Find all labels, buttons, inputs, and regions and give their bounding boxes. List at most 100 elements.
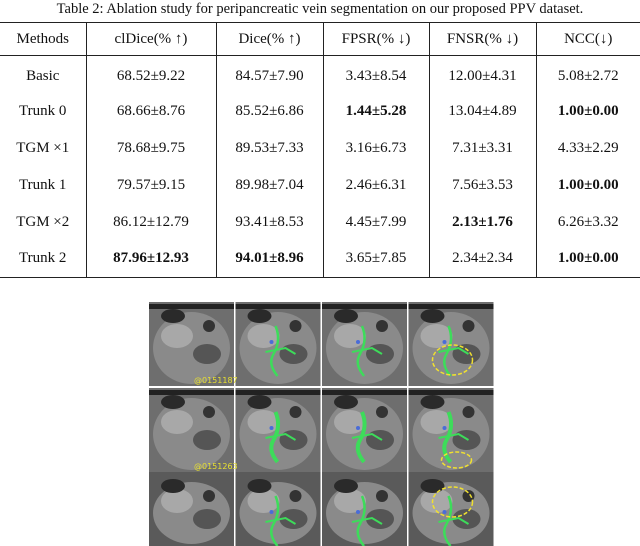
table-cell: 1.00±0.00 [535, 92, 640, 130]
table-cell: 5.08±2.72 [535, 55, 640, 93]
ct-shape [247, 489, 280, 513]
ct-shape [442, 340, 447, 344]
ct-shape [193, 509, 221, 529]
table-cell: 93.41±8.53 [215, 203, 323, 241]
ct-shape [161, 489, 193, 513]
column-header: Dice(% ↑) [215, 22, 323, 56]
ct-shape [247, 309, 272, 323]
table-cell: 79.57±9.15 [85, 166, 216, 204]
table-cell: 87.96±12.93 [85, 240, 216, 278]
ct-shape [334, 479, 358, 493]
table-cell: 86.12±12.79 [85, 203, 216, 241]
table-cell: 4.33±2.29 [535, 129, 640, 167]
ct-shape [334, 395, 358, 409]
table-caption: Table 2: Ablation study for peripancreat… [56, 1, 584, 17]
table-cell: 7.31±3.31 [428, 129, 536, 167]
ct-shape [153, 482, 230, 544]
ct-shape [334, 324, 366, 348]
ct-shape [161, 395, 185, 409]
table-cell: 13.04±4.89 [428, 92, 536, 130]
ct-shape [408, 390, 494, 395]
table-cell: Trunk 0 [19, 102, 67, 119]
ct-shape [351, 432, 383, 441]
ct-shape [153, 398, 230, 470]
table-cell: 1.44±5.28 [322, 92, 429, 130]
ct-shape [269, 411, 281, 464]
ct-shape [356, 325, 366, 377]
table-cell: TGM ×2 [16, 213, 70, 230]
ct-shape [438, 516, 470, 525]
ct-shape [289, 490, 302, 502]
ct-shape [351, 346, 383, 355]
header-row: Methods clDice(% ↑) Dice(% ↑) FPSR(% ↓) FNSR… [0, 22, 640, 56]
ct-shape [279, 509, 308, 529]
ct-shape [376, 406, 388, 418]
table-cell: 6.26±3.32 [535, 203, 640, 241]
table-row: Trunk 2 87.96±12.93 94.01±8.96 3.65±7.85 2.3… [0, 240, 640, 278]
ct-shape [440, 451, 473, 469]
ct-shape [351, 516, 383, 525]
ct-shape [193, 430, 221, 450]
ct-shape [356, 510, 360, 514]
ct-shape [279, 430, 308, 450]
ct-shape [149, 304, 234, 309]
ct-shape [366, 344, 394, 364]
table-cell: 84.57±7.90 [215, 55, 323, 93]
column-header: NCC(↓) [535, 22, 640, 56]
ct-shape [265, 346, 297, 355]
ct-shape [203, 406, 215, 418]
column-header: clDice(% ↑) [85, 22, 216, 56]
table-cell: Trunk 2 [19, 250, 67, 267]
ct-shape [265, 432, 297, 441]
ct-shape [270, 495, 280, 546]
ct-shape [420, 324, 453, 348]
ct-shape [452, 430, 481, 450]
ct-shape [161, 410, 193, 434]
ct-shape [247, 479, 272, 493]
ct-shape [462, 406, 475, 418]
table-cell: 89.53±7.33 [215, 129, 323, 167]
ct-shape [420, 309, 445, 323]
case-label: @0151263 [194, 462, 238, 471]
table-row: Trunk 0 68.66±8.76 85.52±6.86 1.44±5.28 13.0… [0, 92, 640, 130]
ct-shape [203, 320, 215, 332]
ct-shape [431, 486, 474, 518]
table-cell: 3.43±8.54 [322, 55, 429, 93]
table-cell: 1.00±0.00 [535, 166, 640, 204]
ct-shape [279, 344, 308, 364]
ct-shape [289, 320, 302, 332]
ct-shape [269, 340, 274, 344]
ct-shape [376, 320, 388, 332]
ct-shape [322, 304, 407, 309]
figure-grid: @0151187 @0151263 [148, 302, 494, 546]
table-cell: 68.52±9.22 [85, 55, 216, 93]
table-cell: 4.45±7.99 [322, 203, 429, 241]
ct-shape [356, 495, 366, 546]
ct-shape [431, 344, 474, 376]
table-cell: TGM ×1 [16, 139, 70, 156]
ct-shape [235, 390, 321, 395]
table-cell: 2.46±6.31 [322, 166, 429, 204]
ct-shape [438, 432, 470, 441]
table-cell: Basic [26, 67, 60, 84]
ct-shape [442, 510, 447, 514]
ct-shape [161, 309, 185, 323]
ct-shape [366, 430, 394, 450]
ct-shape [356, 426, 360, 430]
table-cell: 2.34±2.34 [428, 240, 536, 278]
ct-shape [265, 516, 297, 525]
table-cell: 3.16±6.73 [322, 129, 429, 167]
ct-shape [452, 509, 481, 529]
table-cell: 68.66±8.76 [85, 92, 216, 130]
table-row: TGM ×2 86.12±12.79 93.41±8.53 4.45±7.99 2.13… [0, 203, 640, 241]
ct-shape [420, 489, 453, 513]
ct-shape [366, 509, 394, 529]
ct-shape [203, 490, 215, 502]
column-header: Methods [16, 30, 70, 47]
ct-shape [269, 426, 274, 430]
ct-shape [462, 320, 475, 332]
ct-shape [356, 340, 360, 344]
table-cell: 94.01±8.96 [215, 240, 323, 278]
ct-shape [355, 411, 367, 464]
table-cell: 2.13±1.76 [428, 203, 536, 241]
